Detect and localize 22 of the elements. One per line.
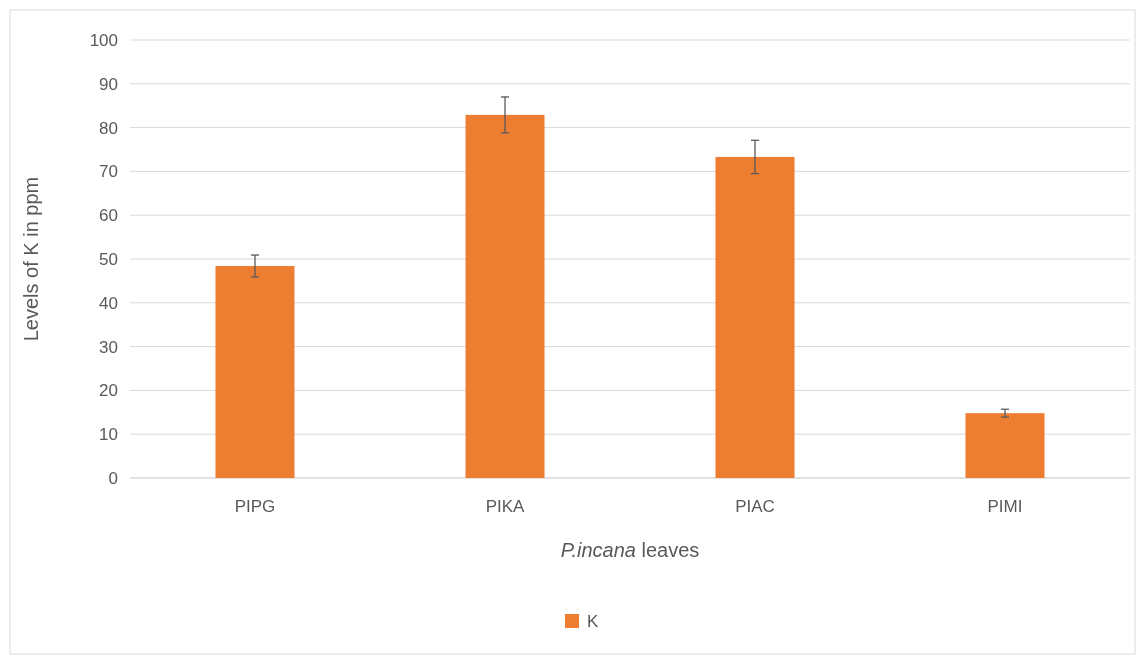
bar (215, 266, 295, 478)
y-tick-label: 30 (99, 337, 118, 357)
bar (965, 413, 1045, 478)
y-tick-label: 60 (99, 206, 118, 226)
bar (465, 114, 545, 478)
y-tick-label: 40 (99, 293, 118, 313)
y-tick-label: 50 (99, 249, 118, 269)
legend-label: K (587, 611, 599, 631)
y-tick-label: 90 (99, 74, 118, 94)
y-tick-label: 10 (99, 425, 118, 445)
y-tick-label: 70 (99, 162, 118, 182)
x-tick-label: PIMI (987, 497, 1023, 516)
y-tick-label: 0 (108, 468, 118, 488)
x-tick-label: PIKA (485, 497, 526, 516)
y-tick-label: 20 (99, 381, 118, 401)
y-tick-label: 80 (99, 118, 118, 138)
bar (715, 156, 795, 478)
x-tick-label: PIAC (735, 497, 775, 516)
x-tick-label: PIPG (234, 497, 276, 516)
y-tick-label: 100 (89, 30, 118, 50)
y-axis-title: Levels of K in ppm (20, 176, 42, 342)
x-axis-title: P.incana leaves (560, 539, 700, 561)
